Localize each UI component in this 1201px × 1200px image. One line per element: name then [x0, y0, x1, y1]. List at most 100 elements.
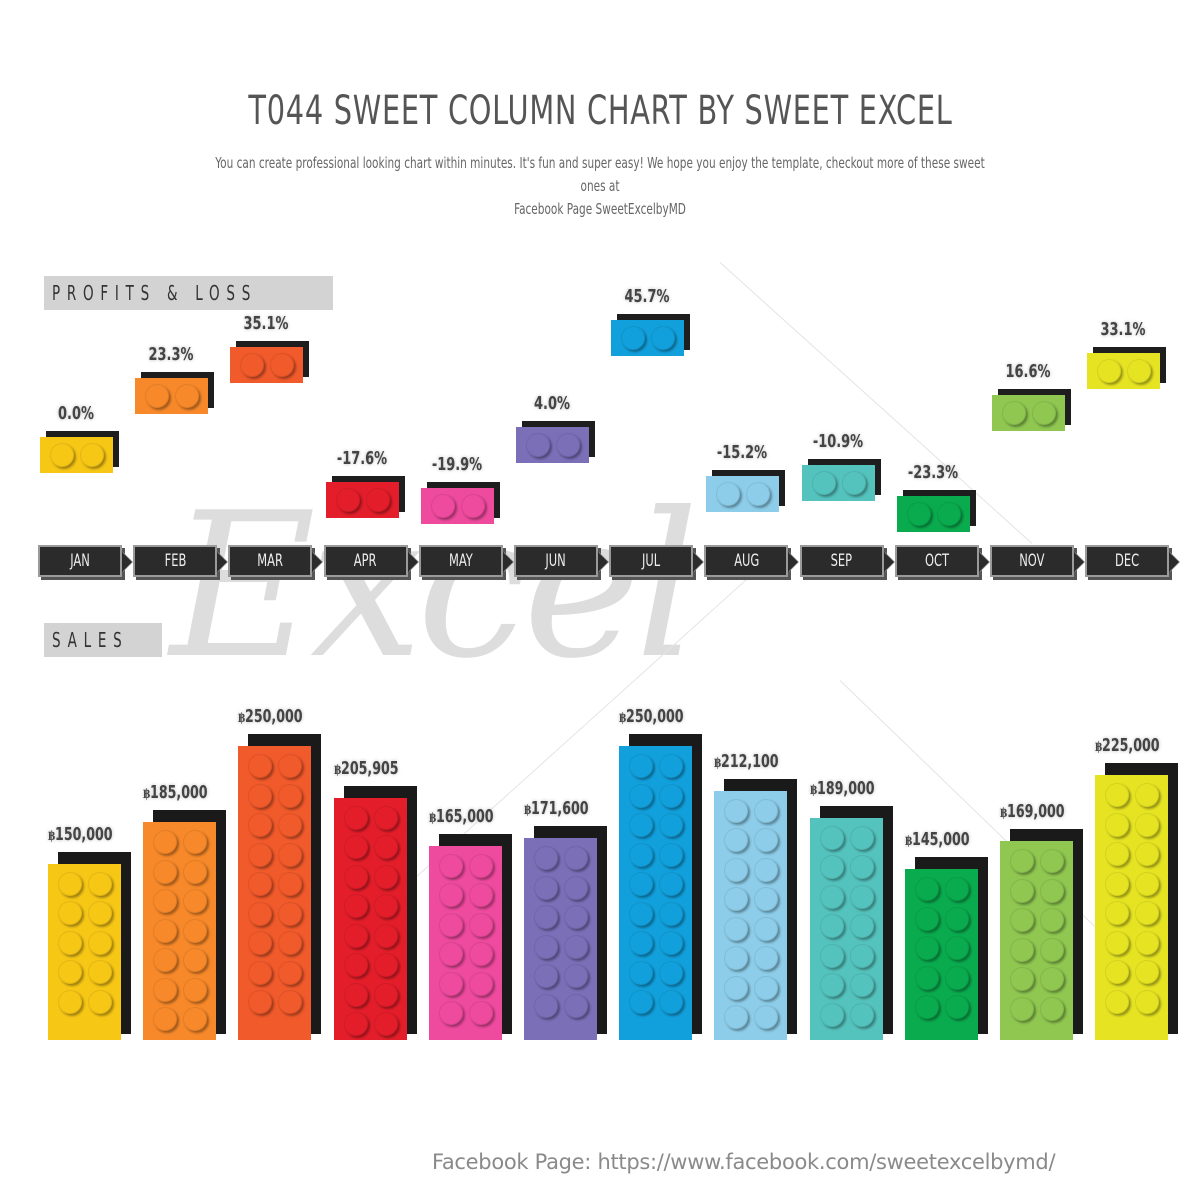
stud-icon — [1002, 400, 1026, 425]
stud-icon — [819, 1002, 844, 1027]
footer-facebook-link[interactable]: Facebook Page: https://www.facebook.com/… — [432, 1150, 1056, 1174]
sales-bar-jun — [524, 826, 607, 1040]
stud-icon — [343, 864, 368, 889]
stud-icon — [183, 918, 208, 943]
brick-body — [896, 496, 970, 533]
stud-icon — [534, 905, 558, 930]
stud-icon — [659, 901, 684, 926]
stud-icon — [153, 977, 178, 1002]
profit-value-label: 4.0% — [534, 392, 570, 414]
profit-brick-may — [420, 481, 500, 524]
stud-icon — [724, 916, 749, 941]
month-box: FEB — [133, 545, 218, 577]
stud-icon — [849, 943, 874, 968]
stud-icon — [811, 470, 836, 495]
baht-currency-icon: ฿ — [333, 762, 341, 778]
stud-icon — [88, 930, 112, 955]
stud-icon — [659, 990, 684, 1014]
stud-icon — [278, 990, 303, 1014]
sales-value-text: 205,905 — [340, 757, 399, 779]
stud-icon — [248, 872, 273, 896]
sales-section-label: SALES — [44, 623, 162, 657]
chart-subtitle: You can create professional looking char… — [210, 152, 990, 221]
stud-icon — [343, 1012, 368, 1037]
arrow-right-icon — [217, 552, 228, 572]
stud-icon — [1135, 989, 1160, 1014]
profit-brick-nov — [992, 388, 1071, 431]
stud-icon — [849, 973, 874, 998]
stud-icon — [754, 946, 779, 971]
stud-icon — [564, 875, 588, 900]
arrow-right-icon — [788, 552, 799, 572]
brick-body — [40, 437, 113, 473]
stud-icon — [659, 783, 684, 808]
stud-icon — [468, 1001, 493, 1026]
stud-icon — [724, 828, 749, 853]
sales-value-label: ฿212,100 — [714, 751, 779, 772]
stud-icon — [629, 901, 654, 926]
profit-brick-jun — [516, 420, 595, 463]
stud-icon — [343, 894, 368, 919]
stud-icon — [438, 912, 463, 937]
stud-icon — [534, 875, 558, 900]
stud-icon — [819, 943, 844, 968]
profit-value-label: -15.2% — [717, 441, 768, 463]
stud-icon — [819, 914, 844, 939]
sales-value-label: ฿250,000 — [619, 706, 684, 727]
month-label: SEP — [830, 551, 853, 571]
stud-icon — [534, 934, 558, 959]
bar-body — [143, 822, 217, 1040]
stud-icon — [724, 946, 749, 971]
sales-bar-oct — [904, 857, 988, 1040]
brick-body — [135, 377, 209, 414]
stud-icon — [754, 798, 779, 823]
stud-icon — [621, 326, 646, 351]
baht-currency-icon: ฿ — [714, 755, 722, 771]
profit-brick-aug — [706, 469, 786, 512]
stud-icon — [629, 783, 654, 808]
stud-icon — [534, 964, 558, 989]
arrow-right-icon — [407, 552, 418, 572]
stud-icon — [373, 953, 398, 978]
stud-icon — [724, 1005, 749, 1030]
profit-value-label: 0.0% — [58, 403, 94, 424]
sales-value-text: 150,000 — [55, 823, 113, 845]
month-label: FEB — [164, 551, 187, 571]
sales-value-label: ฿189,000 — [810, 778, 875, 799]
bar-body — [904, 869, 978, 1040]
stud-icon — [914, 936, 939, 961]
stud-icon — [240, 353, 265, 378]
stud-icon — [343, 923, 368, 948]
stud-icon — [88, 989, 112, 1014]
sales-value-text: 250,000 — [245, 706, 303, 727]
stud-icon — [88, 960, 112, 985]
baht-currency-icon: ฿ — [809, 782, 817, 798]
chart-title: T044 SWEET COLUMN CHART BY SWEET EXCEL — [248, 88, 953, 134]
bar-body — [48, 863, 121, 1040]
profit-value-label: 33.1% — [1100, 318, 1146, 340]
stud-icon — [1010, 908, 1034, 933]
sales-bar-may — [428, 833, 512, 1040]
stud-icon — [534, 993, 558, 1018]
stud-icon — [849, 884, 874, 909]
sales-value-label: ฿250,000 — [238, 706, 303, 727]
stud-icon — [58, 871, 82, 896]
month-label: JAN — [70, 551, 90, 571]
stud-icon — [278, 813, 303, 837]
stud-icon — [153, 948, 178, 973]
stud-icon — [724, 857, 749, 882]
stud-icon — [335, 487, 360, 512]
stud-icon — [629, 960, 654, 985]
stud-icon — [1040, 996, 1064, 1021]
brick-body — [420, 487, 494, 524]
arrow-right-icon — [1169, 552, 1180, 572]
stud-icon — [153, 918, 178, 943]
brick-body — [516, 426, 589, 463]
stud-icon — [1010, 996, 1034, 1021]
stud-icon — [183, 948, 208, 973]
stud-icon — [468, 912, 493, 937]
baht-currency-icon: ฿ — [428, 810, 436, 826]
arrow-right-icon — [312, 552, 323, 572]
stud-icon — [564, 905, 588, 930]
sales-value-label: ฿165,000 — [429, 806, 494, 827]
